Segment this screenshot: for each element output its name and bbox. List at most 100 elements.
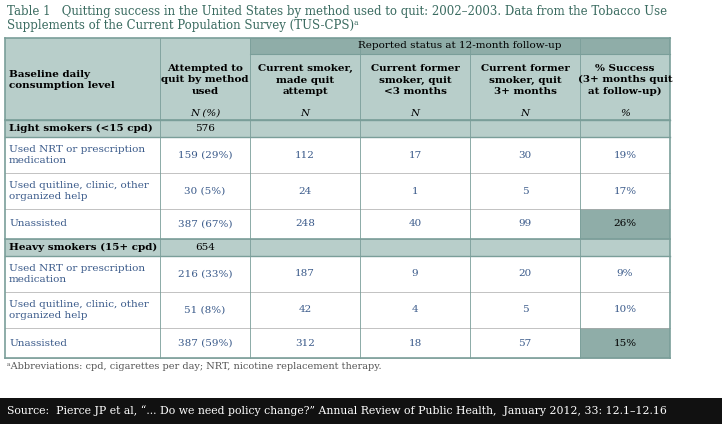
- Text: Table 1   Quitting success in the United States by method used to quit: 2002–200: Table 1 Quitting success in the United S…: [7, 5, 667, 18]
- Text: 17: 17: [409, 151, 422, 159]
- Bar: [160, 209, 250, 239]
- Text: 57: 57: [518, 338, 531, 348]
- Bar: [470, 239, 580, 256]
- Bar: [5, 292, 160, 328]
- Text: 42: 42: [298, 306, 312, 315]
- Bar: [250, 54, 360, 106]
- Bar: [580, 239, 670, 256]
- Bar: [580, 256, 670, 292]
- Text: 10%: 10%: [614, 306, 637, 315]
- Text: Used quitline, clinic, other
organized help: Used quitline, clinic, other organized h…: [9, 181, 149, 201]
- Text: 387 (67%): 387 (67%): [178, 220, 232, 229]
- Text: N: N: [300, 109, 310, 117]
- Bar: [470, 54, 580, 106]
- Bar: [470, 120, 580, 137]
- Text: 26%: 26%: [614, 220, 637, 229]
- Bar: [160, 106, 250, 120]
- Bar: [360, 239, 470, 256]
- Bar: [580, 120, 670, 137]
- Text: 5: 5: [522, 187, 529, 195]
- Bar: [160, 38, 250, 54]
- Text: 40: 40: [409, 220, 422, 229]
- Bar: [5, 209, 160, 239]
- Bar: [470, 292, 580, 328]
- Bar: [470, 173, 580, 209]
- Bar: [250, 38, 670, 54]
- Text: Current former
smoker, quit
3+ months: Current former smoker, quit 3+ months: [481, 64, 570, 96]
- Bar: [250, 292, 360, 328]
- Text: Heavy smokers (15+ cpd): Heavy smokers (15+ cpd): [9, 243, 157, 252]
- Bar: [250, 137, 360, 173]
- Text: 24: 24: [298, 187, 312, 195]
- Bar: [0, 398, 722, 424]
- Text: 99: 99: [518, 220, 531, 229]
- Bar: [580, 328, 670, 358]
- Bar: [470, 137, 580, 173]
- Text: 1: 1: [412, 187, 418, 195]
- Text: 30: 30: [518, 151, 531, 159]
- Text: Current smoker,
made quit
attempt: Current smoker, made quit attempt: [258, 64, 352, 96]
- Text: N: N: [410, 109, 419, 117]
- Text: Baseline daily
consumption level: Baseline daily consumption level: [9, 70, 115, 90]
- Bar: [250, 120, 360, 137]
- Bar: [250, 256, 360, 292]
- Bar: [580, 54, 670, 106]
- Bar: [160, 328, 250, 358]
- Text: 9%: 9%: [617, 270, 633, 279]
- Bar: [470, 256, 580, 292]
- Text: 216 (33%): 216 (33%): [178, 270, 232, 279]
- Bar: [5, 328, 160, 358]
- Text: N: N: [521, 109, 529, 117]
- Text: 248: 248: [295, 220, 315, 229]
- Bar: [5, 239, 160, 256]
- Bar: [5, 120, 160, 137]
- Bar: [5, 106, 160, 120]
- Bar: [580, 106, 670, 120]
- Text: 20: 20: [518, 270, 531, 279]
- Bar: [360, 54, 470, 106]
- Bar: [360, 328, 470, 358]
- Bar: [160, 239, 250, 256]
- Text: 30 (5%): 30 (5%): [184, 187, 225, 195]
- Text: 112: 112: [295, 151, 315, 159]
- Bar: [5, 256, 160, 292]
- Text: Current former
smoker, quit
<3 months: Current former smoker, quit <3 months: [370, 64, 459, 96]
- Text: Unassisted: Unassisted: [9, 220, 67, 229]
- Bar: [470, 209, 580, 239]
- Text: 18: 18: [409, 338, 422, 348]
- Text: Unassisted: Unassisted: [9, 338, 67, 348]
- Text: 4: 4: [412, 306, 418, 315]
- Text: %: %: [620, 109, 630, 117]
- Bar: [580, 292, 670, 328]
- Bar: [5, 54, 160, 106]
- Text: 19%: 19%: [614, 151, 637, 159]
- Text: 312: 312: [295, 338, 315, 348]
- Bar: [5, 137, 160, 173]
- Text: 15%: 15%: [614, 338, 637, 348]
- Bar: [250, 328, 360, 358]
- Bar: [580, 137, 670, 173]
- Text: 9: 9: [412, 270, 418, 279]
- Bar: [250, 209, 360, 239]
- Bar: [160, 54, 250, 106]
- Text: Source:  Pierce JP et al, “... Do we need policy change?” Annual Review of Publi: Source: Pierce JP et al, “... Do we need…: [7, 406, 667, 416]
- Bar: [160, 256, 250, 292]
- Text: 187: 187: [295, 270, 315, 279]
- Text: 5: 5: [522, 306, 529, 315]
- Text: Reported status at 12-month follow-up: Reported status at 12-month follow-up: [358, 42, 562, 50]
- Text: 576: 576: [195, 124, 215, 133]
- Bar: [470, 106, 580, 120]
- Bar: [580, 209, 670, 239]
- Bar: [160, 292, 250, 328]
- Bar: [160, 137, 250, 173]
- Text: ᵃAbbreviations: cpd, cigarettes per day; NRT, nicotine replacement therapy.: ᵃAbbreviations: cpd, cigarettes per day;…: [7, 362, 382, 371]
- Bar: [580, 173, 670, 209]
- Bar: [360, 209, 470, 239]
- Bar: [360, 173, 470, 209]
- Bar: [360, 292, 470, 328]
- Text: 17%: 17%: [614, 187, 637, 195]
- Text: Used NRT or prescription
medication: Used NRT or prescription medication: [9, 145, 145, 165]
- Text: 387 (59%): 387 (59%): [178, 338, 232, 348]
- Bar: [160, 173, 250, 209]
- Text: N (%): N (%): [190, 109, 220, 117]
